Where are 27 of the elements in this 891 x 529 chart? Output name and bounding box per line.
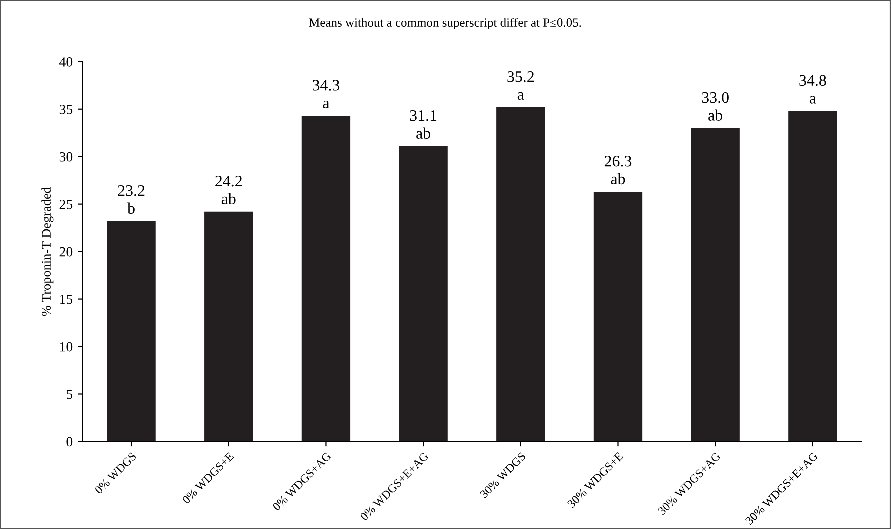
y-tick-label: 5 bbox=[67, 390, 73, 400]
bar bbox=[594, 192, 643, 442]
y-tick-label: 0 bbox=[66, 437, 73, 447]
y-tick-label: 10 bbox=[60, 342, 73, 352]
y-tick-label: 15 bbox=[60, 294, 73, 304]
data-label: 24.2 ab bbox=[216, 176, 242, 205]
bar bbox=[496, 107, 546, 442]
text: Means without a common superscript differ at P≤0.05. bbox=[309, 18, 582, 30]
y-tick-label: 20 bbox=[60, 247, 73, 257]
y-tick-label: 25 bbox=[60, 200, 73, 210]
y-tick-label: 40 bbox=[60, 57, 73, 67]
data-label: 23.2 b bbox=[118, 185, 145, 214]
bar bbox=[204, 212, 254, 442]
data-label: 34.3 a bbox=[313, 80, 340, 109]
bar bbox=[399, 146, 448, 442]
y-tick-label: 35 bbox=[60, 104, 73, 114]
bar bbox=[788, 111, 838, 442]
data-label: 31.1 ab bbox=[410, 110, 437, 139]
data-label: 26.3 ab bbox=[604, 156, 632, 185]
data-label: 35.2 a bbox=[508, 72, 534, 100]
data-label: 33.0 ab bbox=[702, 92, 729, 121]
bar bbox=[107, 221, 156, 442]
bar bbox=[691, 128, 740, 442]
bar bbox=[302, 116, 351, 442]
y-tick-label: 30 bbox=[60, 152, 73, 162]
data-label: 34.8 a bbox=[800, 75, 826, 104]
y-axis-title: % Troponin-T Degraded bbox=[42, 187, 54, 316]
